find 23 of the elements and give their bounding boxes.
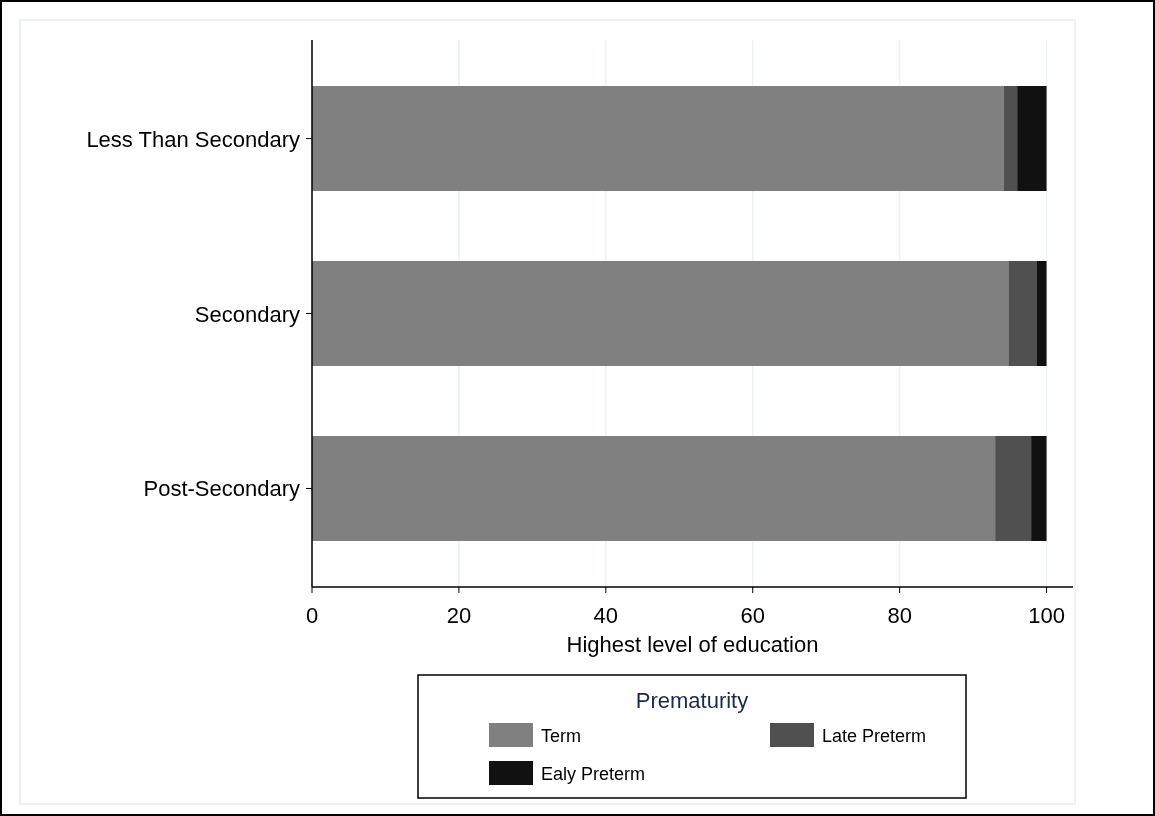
y-tick-label: Less Than Secondary — [86, 126, 300, 152]
bar — [1017, 86, 1047, 192]
x-axis-title: Highest level of education — [566, 632, 819, 657]
legend-label: Late Preterm — [822, 726, 927, 746]
x-tick-label: 40 — [593, 603, 619, 628]
bar — [312, 261, 1009, 366]
bar — [995, 435, 1032, 541]
bar — [1008, 261, 1038, 366]
x-tick-label: 60 — [740, 603, 765, 628]
x-tick-label: 0 — [305, 603, 319, 628]
y-tick-label: Post-Secondary — [143, 476, 300, 502]
bar — [1031, 435, 1047, 541]
y-tick-label: Secondary — [194, 301, 300, 327]
bar — [1037, 261, 1047, 366]
bar — [1003, 86, 1018, 192]
x-tick-label: 80 — [887, 603, 912, 628]
x-tick-label: 20 — [446, 603, 472, 628]
legend-title: Prematurity — [635, 688, 749, 713]
bar — [312, 435, 996, 541]
legend-label: Term — [541, 726, 581, 746]
legend-label: Ealy Preterm — [541, 764, 646, 784]
bar — [312, 86, 1004, 192]
x-tick-label: 100 — [1028, 603, 1065, 628]
